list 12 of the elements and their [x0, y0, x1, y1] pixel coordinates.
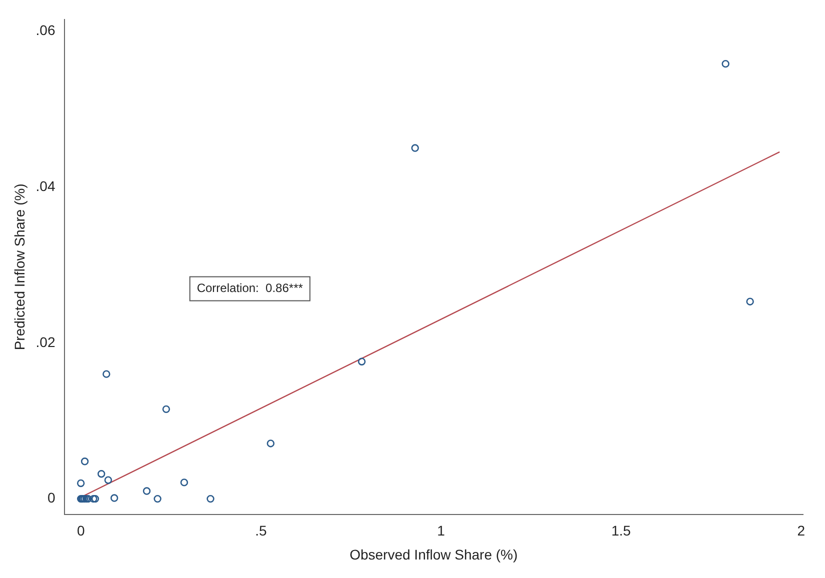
y-tick-label: .04 [36, 178, 56, 194]
x-tick-label: 1 [437, 522, 446, 539]
y-axis-title: Predicted Inflow Share (%) [11, 184, 28, 350]
y-tick-label: .02 [36, 334, 56, 350]
annotation: Correlation: 0.86*** [196, 281, 304, 296]
x-tick-label: 1.5 [611, 522, 632, 539]
x-tick-label: 2 [797, 522, 806, 539]
x-tick-label: 0 [76, 522, 85, 539]
y-tick-label: 0 [47, 490, 56, 506]
y-tick-label: .06 [36, 22, 56, 38]
x-axis-title: Observed Inflow Share (%) [350, 546, 518, 562]
x-tick-label: .5 [255, 522, 267, 539]
